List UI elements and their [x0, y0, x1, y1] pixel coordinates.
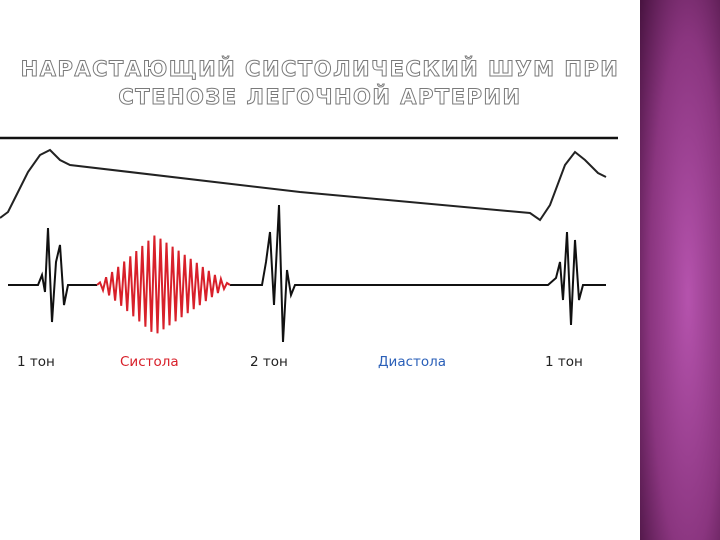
murmur: [96, 235, 231, 334]
label: 2 тон: [250, 354, 288, 370]
label: 1 тон: [17, 354, 55, 370]
title-line: НАРАСТАЮЩИЙ СИСТОЛИЧЕСКИЙ ШУМ ПРИ: [21, 56, 620, 81]
side-bar: [640, 0, 720, 540]
label: Диастола: [378, 354, 446, 370]
label: Систола: [120, 354, 179, 370]
phono-baseline: [8, 204, 606, 343]
title-line: СТЕНОЗЕ ЛЕГОЧНОЙ АРТЕРИИ: [118, 84, 521, 109]
label: 1 тон: [545, 354, 583, 370]
pressure-curve: [0, 148, 607, 222]
